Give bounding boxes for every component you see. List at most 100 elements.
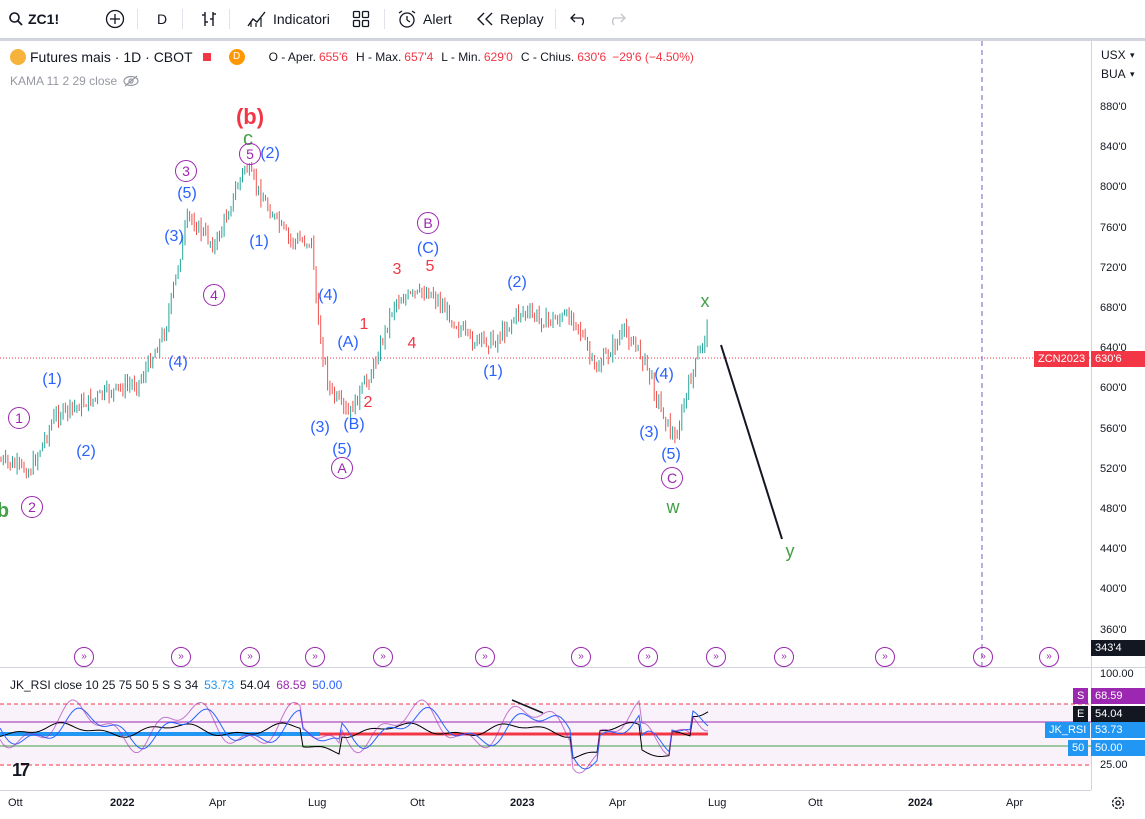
event-marker-icon[interactable]: » (774, 647, 794, 667)
high-label: H - Max. (355, 50, 402, 64)
indicators-label: Indicatori (273, 11, 330, 27)
undo-button[interactable] (570, 0, 588, 38)
wave-label-1-red: 1 (359, 316, 369, 333)
tradingview-logo[interactable]: 17 (12, 760, 30, 780)
rsi-legend[interactable]: JK_RSI close 10 25 75 50 5 S S 34 53.73 … (10, 678, 342, 692)
bars-icon (202, 12, 216, 26)
wave-label-1: (1) (42, 371, 62, 388)
add-symbol-button[interactable] (105, 0, 125, 38)
fifty-tag-value: 50.00 (1091, 740, 1145, 756)
event-marker-icon[interactable]: » (1039, 647, 1059, 667)
price-tick: 720'0 (1100, 261, 1127, 274)
s-tag-label: S (1073, 688, 1089, 704)
price-tick: 880'0 (1100, 101, 1127, 113)
last-price-tag: 630'6 (1091, 351, 1145, 367)
wave-circle-c: C (661, 467, 683, 489)
symbol-name: ZC1! (28, 11, 60, 27)
toolbar-divider (384, 9, 385, 29)
data-badge: D (228, 49, 245, 65)
redo-icon (611, 13, 626, 26)
price-chart-pane[interactable] (0, 41, 1091, 667)
interval-button[interactable]: D (157, 11, 168, 27)
event-marker-icon[interactable]: » (638, 647, 658, 667)
time-tick: 2022 (110, 797, 135, 809)
replay-button[interactable]: Replay (476, 0, 544, 38)
wave-label-4: (4) (318, 287, 338, 304)
open-label: O - Aper. (268, 50, 316, 64)
high-value: 657'4 (404, 50, 434, 64)
change-value: −29'6 (−4.50%) (612, 50, 694, 64)
chevron-down-icon[interactable]: ▾ (1130, 69, 1135, 79)
rsi-line (0, 707, 709, 770)
redo-button[interactable] (608, 0, 626, 38)
price-chart-canvas[interactable] (0, 41, 1091, 667)
rsi-legend-v2: 54.04 (240, 678, 271, 692)
eye-off-icon[interactable] (123, 75, 139, 87)
kama-legend[interactable]: KAMA 11 2 29 close (10, 74, 139, 88)
event-marker-icon[interactable]: » (973, 647, 993, 667)
wave-label-2-red: 2 (363, 394, 373, 411)
wave-label-c-green: c (243, 128, 253, 150)
low-value: 629'0 (483, 50, 513, 64)
pane-divider[interactable] (0, 667, 1145, 668)
wave-label-1: (1) (483, 363, 503, 380)
wave-label-c-paren: (C) (416, 240, 440, 257)
layouts-button[interactable] (352, 0, 370, 38)
event-marker-icon[interactable]: » (240, 647, 260, 667)
price-axis[interactable]: USX ▾ BUA ▾ 880'0 840'0 800'0 760'0 720'0 680… (1091, 41, 1145, 790)
rsi-legend-v1: 53.73 (204, 678, 235, 692)
wave-label-b-big: (b) (235, 104, 265, 129)
event-marker-icon[interactable]: » (875, 647, 895, 667)
event-marker-icon[interactable]: » (305, 647, 325, 667)
wave-label-4: (4) (168, 354, 188, 371)
time-axis[interactable]: Ott 2022 Apr Lug Ott 2023 Apr Lug Ott 2024 Apr (0, 790, 1091, 819)
wave-circle-2: 2 (21, 496, 43, 518)
currency-selector[interactable]: USX (1101, 48, 1126, 62)
s-tag-value: 68.59 (1091, 688, 1145, 704)
wave-label-a-paren: (A) (337, 334, 359, 351)
wave-label-4: (4) (654, 366, 674, 383)
chart-type-button[interactable] (200, 0, 218, 38)
chevron-down-icon[interactable]: ▾ (1130, 50, 1135, 60)
rsi-legend-name: JK_RSI close 10 25 75 50 5 S S 34 (10, 678, 199, 692)
rewind-icon (477, 12, 493, 26)
toolbar-divider (137, 9, 138, 29)
price-tick: 560'0 (1100, 422, 1127, 435)
open-value: 655'6 (318, 50, 348, 64)
rsi-pane[interactable] (0, 668, 1091, 790)
legend-title[interactable]: Futures mais · 1D · CBOT (30, 49, 193, 65)
symbol-search[interactable]: ZC1! (8, 0, 59, 38)
unit-selector[interactable]: BUA (1101, 67, 1126, 81)
wave-label-5: (5) (661, 446, 681, 463)
alert-button[interactable]: Alert (397, 0, 452, 38)
time-tick: Ott (410, 797, 425, 809)
indicators-button[interactable]: Indicatori (247, 0, 330, 38)
toolbar-divider (229, 9, 230, 29)
wave-label-y: y (785, 541, 795, 561)
e-tag-value: 54.04 (1091, 706, 1145, 722)
time-tick: Lug (308, 797, 327, 809)
toolbar-divider (182, 9, 183, 29)
event-marker-icon[interactable]: » (171, 647, 191, 667)
rsi-canvas[interactable] (0, 668, 1091, 790)
wave-label-3-red: 3 (392, 261, 402, 278)
price-bars (0, 161, 708, 479)
symbol-legend: Futures mais · 1D · CBOT D O - Aper. 655… (10, 49, 694, 65)
plus-circle-icon (105, 9, 125, 29)
event-marker-icon[interactable]: » (74, 647, 94, 667)
price-tick: 600'0 (1100, 382, 1127, 395)
price-tick: 760'0 (1100, 221, 1127, 234)
countdown-tag: 343'4 (1091, 640, 1145, 656)
wave-label-3: (3) (639, 424, 659, 441)
market-status-icon (202, 53, 211, 61)
settings-gear-icon[interactable] (1110, 795, 1126, 816)
time-tick: Ott (808, 797, 823, 809)
price-tick: 520'0 (1100, 462, 1127, 475)
event-marker-icon[interactable]: » (475, 647, 495, 667)
event-marker-icon[interactable]: » (571, 647, 591, 667)
time-tick: 2024 (908, 797, 933, 809)
event-marker-icon[interactable]: » (373, 647, 393, 667)
event-marker-icon[interactable]: » (706, 647, 726, 667)
wave-circle-5: 5 (239, 143, 261, 165)
wave-circle-1: 1 (8, 407, 30, 429)
